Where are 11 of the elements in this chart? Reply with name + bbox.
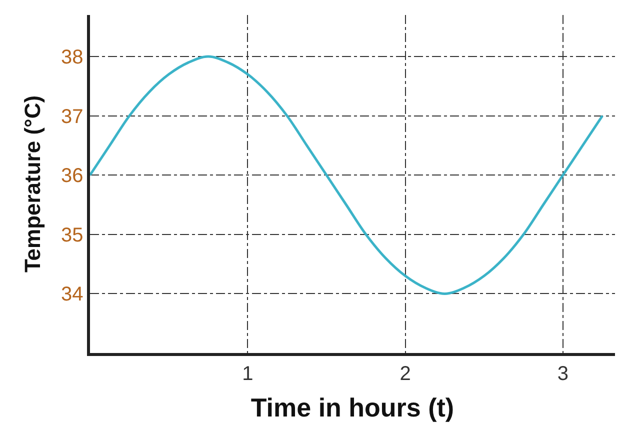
y-tick-label: 35: [61, 224, 84, 246]
x-axis-title: Time in hours (t): [250, 392, 454, 422]
x-tick-label: 2: [400, 362, 411, 385]
y-tick-label: 34: [61, 284, 84, 306]
x-tick-label: 1: [242, 362, 254, 385]
y-tick-label: 38: [61, 46, 84, 69]
x-tick-label: 3: [557, 362, 569, 385]
y-tick-label: 36: [61, 165, 84, 188]
y-tick-label: 37: [61, 106, 84, 128]
line-series: [90, 55, 604, 295]
y-axis-title: Temperature (°C): [20, 95, 45, 273]
